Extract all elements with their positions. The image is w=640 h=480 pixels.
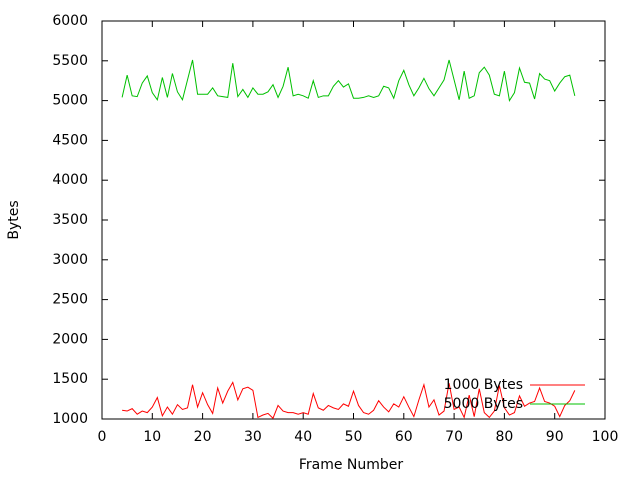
y-tick-label: 1500 bbox=[52, 371, 88, 387]
y-tick-label: 5000 bbox=[52, 93, 88, 109]
legend-label: 5000 Bytes bbox=[444, 396, 523, 412]
y-tick-label: 3500 bbox=[52, 212, 88, 228]
y-tick-label: 4500 bbox=[52, 132, 88, 148]
x-tick-label: 70 bbox=[445, 429, 463, 445]
x-tick-label: 100 bbox=[592, 429, 619, 445]
series-line bbox=[121, 59, 576, 102]
x-axis-label: Frame Number bbox=[299, 457, 404, 473]
y-tick-label: 5500 bbox=[52, 53, 88, 69]
y-tick-label: 6000 bbox=[52, 13, 88, 29]
x-tick-label: 80 bbox=[495, 429, 513, 445]
y-tick-label: 3000 bbox=[52, 252, 88, 268]
plot-border bbox=[101, 20, 606, 420]
x-tick-label: 50 bbox=[345, 429, 363, 445]
x-tick-label: 40 bbox=[294, 429, 312, 445]
x-tick-label: 0 bbox=[98, 429, 107, 445]
y-tick-label: 2500 bbox=[52, 292, 88, 308]
x-tick-label: 30 bbox=[244, 429, 262, 445]
y-tick-label: 4000 bbox=[52, 172, 88, 188]
y-tick-label: 1000 bbox=[52, 411, 88, 427]
legend-label: 1000 Bytes bbox=[444, 377, 523, 393]
x-tick-label: 90 bbox=[546, 429, 564, 445]
x-tick-label: 20 bbox=[194, 429, 212, 445]
series-line bbox=[122, 381, 576, 420]
y-axis-label: Bytes bbox=[6, 200, 22, 239]
x-tick-label: 10 bbox=[143, 429, 161, 445]
y-tick-label: 2000 bbox=[52, 331, 88, 347]
x-tick-label: 60 bbox=[395, 429, 413, 445]
